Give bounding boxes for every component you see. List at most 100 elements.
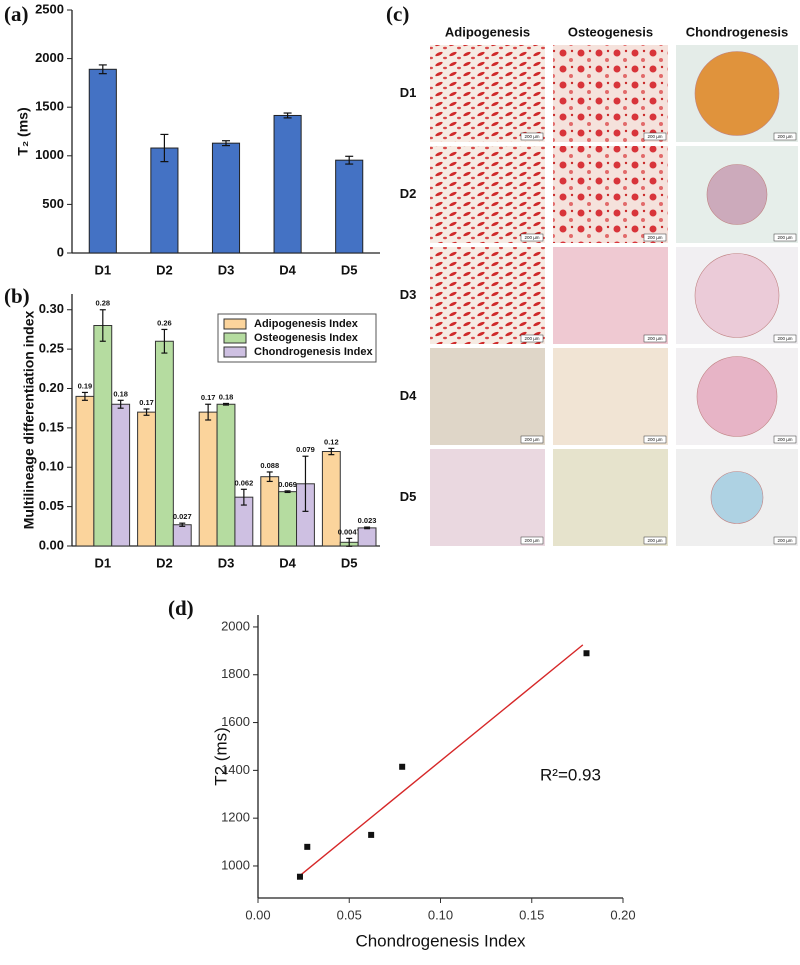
scale-bar-bg [520, 233, 544, 242]
x-axis-label: Chondrogenesis Index [355, 931, 526, 950]
micrograph [553, 247, 668, 344]
scale-bar-label: 200 µm [647, 538, 662, 543]
pellet [694, 253, 780, 338]
y-tick-label: 0.25 [39, 341, 64, 356]
value-label: 0.18 [219, 392, 234, 401]
value-label: 0.12 [324, 437, 339, 446]
value-label: 0.17 [139, 398, 154, 407]
micrograph [553, 348, 668, 445]
panel-label: (a) [4, 2, 29, 26]
bar [172, 524, 192, 547]
scale-bar-bg [643, 536, 667, 545]
y-tick-label: 0.20 [39, 380, 64, 395]
bar [278, 491, 298, 547]
bar [335, 159, 364, 254]
scale-bar-bg [643, 132, 667, 141]
row-label: D4 [400, 388, 417, 403]
micrograph [430, 348, 545, 445]
value-label: 0.062 [234, 478, 253, 487]
legend-label: Chondrogenesis Index [254, 346, 373, 358]
x-tick-label: 0.05 [337, 907, 362, 922]
pellet [710, 471, 764, 524]
bar [260, 476, 280, 547]
scale-bar-bg [520, 132, 544, 141]
micrograph [430, 449, 545, 546]
value-label: 0.17 [201, 393, 216, 402]
bar [111, 403, 131, 547]
pellet [706, 164, 768, 225]
panel-label: (b) [4, 284, 30, 308]
scale-bar-label: 200 µm [524, 235, 539, 240]
bar [273, 114, 302, 254]
bar [211, 142, 241, 254]
scale-bar-label: 200 µm [524, 336, 539, 341]
value-label: 0.26 [157, 318, 172, 327]
bar [154, 340, 174, 547]
scale-bar-bg [773, 536, 797, 545]
panel-label: (c) [386, 2, 409, 26]
y-axis-label: Multilineage differentiation index [21, 311, 37, 530]
panel-label: (d) [168, 596, 194, 620]
x-tick-label: 0.10 [428, 907, 453, 922]
x-tick-label: D4 [279, 262, 296, 277]
point [296, 873, 303, 880]
y-tick-label: 1600 [221, 714, 250, 729]
scale-bar-bg [643, 435, 667, 444]
scale-bar-label: 200 µm [777, 336, 792, 341]
x-tick-label: D5 [341, 262, 358, 277]
bar [75, 395, 95, 547]
column-header: Chondrogenesis [686, 24, 789, 39]
legend-label: Osteogenesis Index [254, 332, 359, 344]
y-tick-label: 0.30 [39, 301, 64, 316]
column-header: Adipogenesis [445, 24, 530, 39]
row-label: D2 [400, 186, 417, 201]
micrograph [553, 449, 668, 546]
value-label: 0.069 [278, 480, 297, 489]
x-tick-label: D3 [218, 555, 235, 570]
bar [137, 411, 156, 547]
row-label: D3 [400, 287, 417, 302]
x-tick-label: D2 [156, 262, 173, 277]
y-tick-label: 500 [42, 196, 64, 211]
scale-bar-label: 200 µm [777, 538, 792, 543]
row-label: D1 [400, 85, 417, 100]
y-tick-label: 0.10 [39, 459, 64, 474]
micrograph [430, 247, 545, 344]
scale-bar-bg [520, 435, 544, 444]
y-tick-label: 0.05 [39, 498, 64, 513]
y-tick-label: 2000 [221, 618, 250, 633]
y-tick-label: 0 [57, 244, 64, 259]
y-tick-label: 1500 [35, 99, 64, 114]
x-tick-label: 0.00 [245, 907, 270, 922]
value-label: 0.28 [95, 299, 110, 308]
bar [357, 527, 377, 547]
scale-bar-bg [773, 233, 797, 242]
scale-bar-label: 200 µm [647, 235, 662, 240]
legend-label: Adipogenesis Index [254, 318, 359, 330]
x-tick-label: 0.20 [610, 907, 635, 922]
micrograph [430, 146, 545, 243]
y-tick-label: 1000 [221, 857, 250, 872]
y-tick-label: 2000 [35, 50, 64, 65]
scale-bar-bg [643, 334, 667, 343]
x-tick-label: D4 [279, 555, 296, 570]
legend-swatch [223, 346, 247, 358]
scale-bar-label: 200 µm [524, 134, 539, 139]
y-tick-label: 1200 [221, 810, 250, 825]
bar [93, 325, 113, 547]
legend-swatch [223, 332, 247, 344]
point [368, 831, 375, 838]
scale-bar-label: 200 µm [647, 336, 662, 341]
bar [198, 411, 218, 547]
micrograph [430, 45, 545, 142]
value-label: 0.0047 [338, 527, 361, 536]
y-tick-label: 0.00 [39, 537, 64, 552]
x-tick-label: D3 [218, 262, 235, 277]
x-tick-label: D1 [94, 262, 111, 277]
scale-bar-bg [520, 536, 544, 545]
value-label: 0.19 [78, 381, 93, 390]
value-label: 0.027 [173, 512, 192, 521]
value-label: 0.023 [358, 516, 377, 525]
annotation: R²=0.93 [540, 765, 601, 784]
bar [88, 68, 117, 254]
